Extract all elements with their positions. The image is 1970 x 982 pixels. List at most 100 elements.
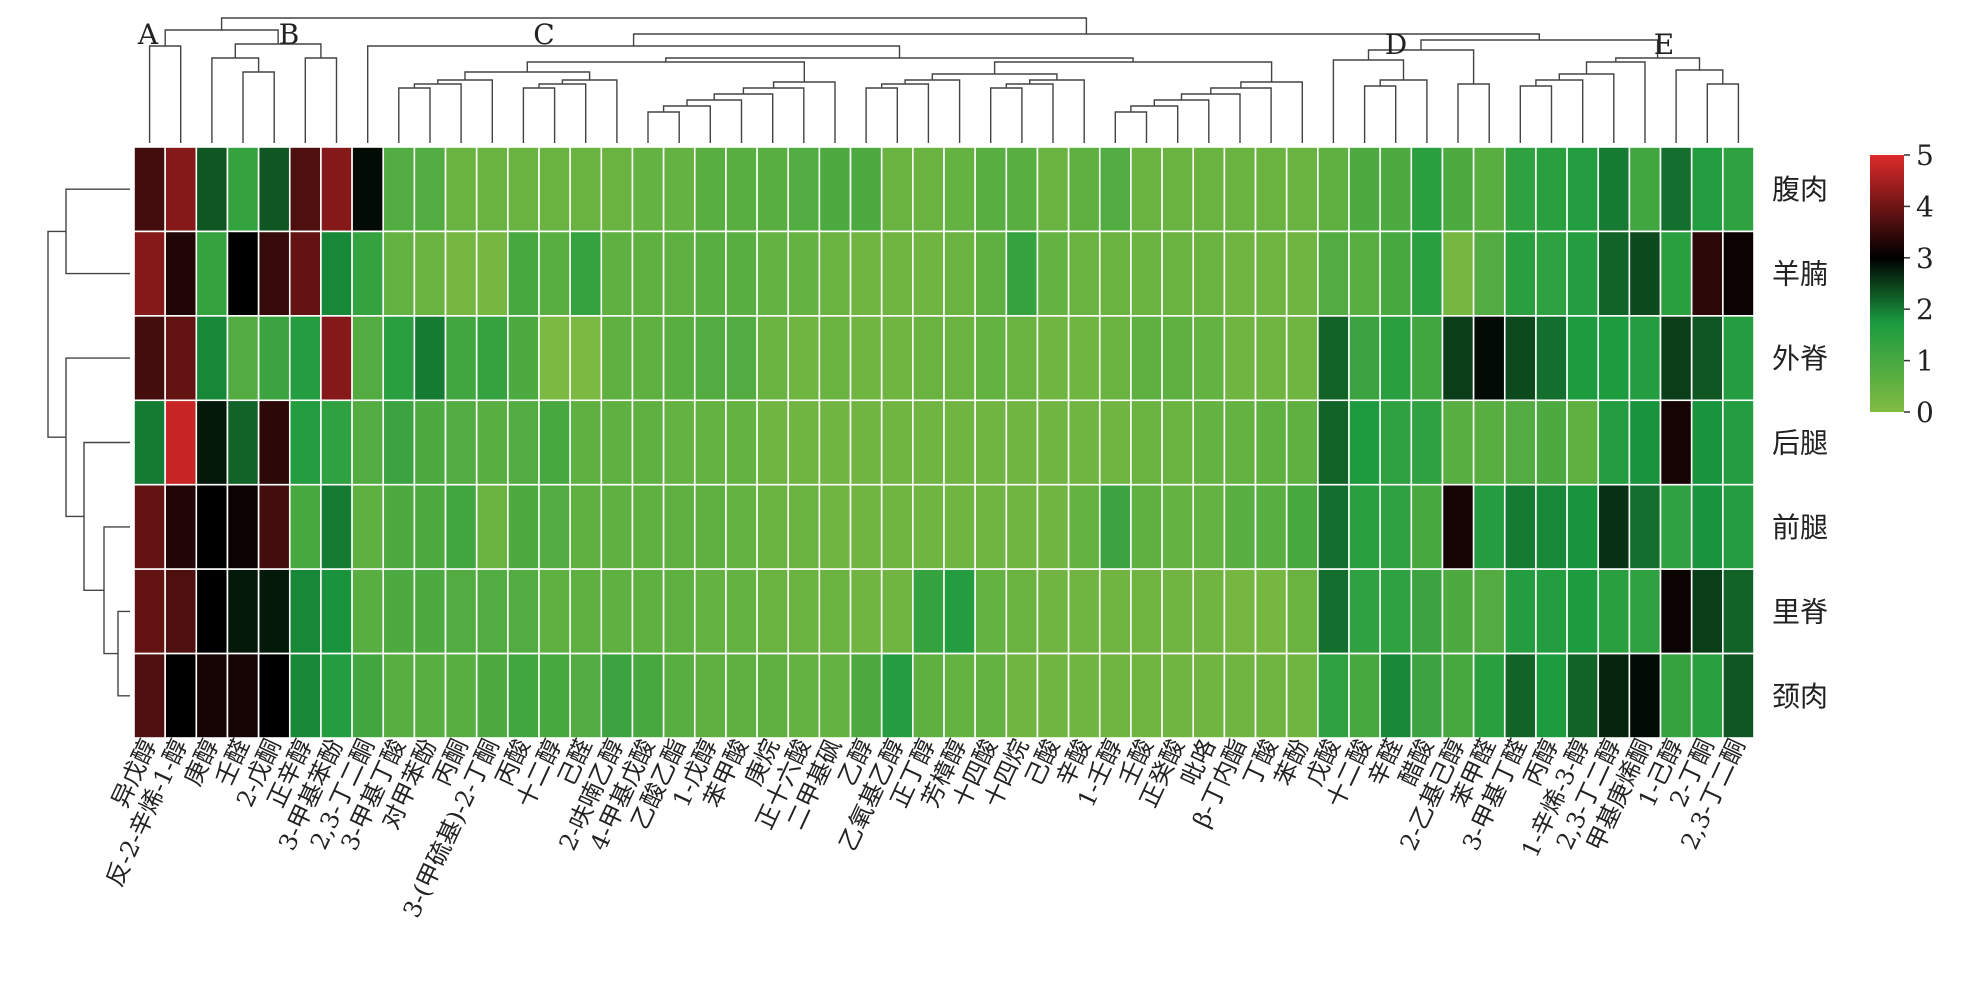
heatmap-cell	[226, 230, 260, 317]
heatmap-cell	[164, 568, 198, 655]
heatmap-cell	[1192, 483, 1226, 570]
heatmap-cell	[195, 652, 229, 739]
heatmap-cell	[1005, 146, 1039, 233]
heatmap-cell	[1503, 399, 1537, 486]
heatmap-cell	[787, 315, 821, 402]
heatmap-cell	[756, 483, 790, 570]
heatmap-cell	[631, 146, 665, 233]
heatmap-cell	[1690, 652, 1724, 739]
heatmap-cell	[631, 568, 665, 655]
heatmap-cell	[1036, 483, 1070, 570]
heatmap-cell	[164, 315, 198, 402]
heatmap-cell	[1628, 568, 1662, 655]
heatmap-cell	[1130, 146, 1163, 233]
heatmap-cell	[1690, 568, 1724, 655]
heatmap-cell	[257, 230, 291, 317]
heatmap-cell	[226, 315, 260, 402]
heatmap-cell	[507, 652, 540, 739]
heatmap-cell	[1379, 568, 1413, 655]
legend-tick-label: 4	[1916, 190, 1934, 223]
heatmap-cell	[1005, 399, 1039, 486]
heatmap-cell	[1005, 483, 1039, 570]
heatmap-cell	[1317, 315, 1350, 402]
heatmap-cell	[1628, 230, 1662, 317]
heatmap-cell	[507, 146, 540, 233]
heatmap-cell	[382, 230, 416, 317]
cluster-label: A	[137, 18, 159, 51]
heatmap-cell	[880, 230, 914, 317]
heatmap-cell	[1503, 315, 1537, 402]
heatmap-cell	[444, 230, 478, 317]
heatmap-cell	[507, 315, 540, 402]
heatmap-cell	[1535, 399, 1568, 486]
heatmap-cell	[693, 652, 727, 739]
dendrogram-link	[47, 230, 66, 438]
heatmap-cell	[1410, 568, 1444, 655]
heatmap-cell	[288, 230, 322, 317]
heatmap-cell	[226, 652, 260, 739]
heatmap-cell	[1067, 399, 1101, 486]
heatmap-cell	[1348, 230, 1381, 317]
heatmap-cell	[693, 483, 727, 570]
heatmap-cell	[444, 483, 478, 570]
heatmap-cell	[693, 146, 727, 233]
heatmap-cell	[756, 399, 790, 486]
row-label: 后腿	[1772, 427, 1828, 460]
heatmap-cell	[1410, 230, 1444, 317]
heatmap-cell	[288, 315, 322, 402]
heatmap-cell	[1410, 315, 1444, 402]
heatmap-cells	[133, 146, 1755, 739]
heatmap-cell	[195, 315, 229, 402]
heatmap-cell	[1379, 399, 1413, 486]
heatmap-cell	[1223, 652, 1257, 739]
heatmap-cell	[1254, 146, 1288, 233]
heatmap-cell	[1192, 568, 1226, 655]
heatmap-cell	[288, 399, 322, 486]
heatmap-cell	[1690, 483, 1724, 570]
heatmap-cell	[444, 146, 478, 233]
heatmap-cell	[226, 399, 260, 486]
heatmap-cell	[693, 399, 727, 486]
heatmap-cell	[1317, 146, 1350, 233]
heatmap-cell	[1285, 652, 1319, 739]
heatmap-cell	[1566, 483, 1600, 570]
heatmap-cell	[1192, 399, 1226, 486]
heatmap-cell	[943, 315, 976, 402]
heatmap-cell	[631, 483, 665, 570]
heatmap-cell	[195, 146, 229, 233]
heatmap-cell	[569, 568, 603, 655]
heatmap-cell	[849, 399, 883, 486]
heatmap-cell	[538, 568, 571, 655]
heatmap-cell	[413, 399, 447, 486]
heatmap-cell	[974, 315, 1008, 402]
heatmap-cell	[849, 483, 883, 570]
heatmap-cell	[1254, 652, 1288, 739]
heatmap-cell	[1597, 146, 1631, 233]
heatmap-cell	[351, 230, 385, 317]
heatmap-cell	[756, 230, 790, 317]
heatmap-cell	[818, 315, 852, 402]
heatmap-cell	[1067, 652, 1101, 739]
heatmap-cell	[1535, 652, 1568, 739]
heatmap-cell	[1223, 568, 1257, 655]
cluster-label: D	[1385, 28, 1407, 61]
heatmap-cell	[288, 652, 322, 739]
heatmap-cell	[507, 230, 540, 317]
heatmap-cell	[1005, 568, 1039, 655]
heatmap-cell	[849, 230, 883, 317]
heatmap-cell	[1348, 652, 1381, 739]
heatmap-cell	[1098, 146, 1132, 233]
heatmap-cell	[413, 230, 447, 317]
heatmap-cell	[725, 568, 758, 655]
heatmap-cell	[912, 146, 945, 233]
heatmap-cell	[164, 483, 198, 570]
heatmap-cell	[943, 230, 976, 317]
heatmap-cell	[1441, 399, 1475, 486]
heatmap-cell	[1098, 568, 1132, 655]
heatmap-cell	[1067, 146, 1101, 233]
heatmap-cell	[725, 315, 758, 402]
heatmap-cell	[569, 230, 603, 317]
heatmap-cell	[164, 146, 198, 233]
heatmap-cell	[1472, 399, 1506, 486]
heatmap-cell	[1317, 399, 1350, 486]
